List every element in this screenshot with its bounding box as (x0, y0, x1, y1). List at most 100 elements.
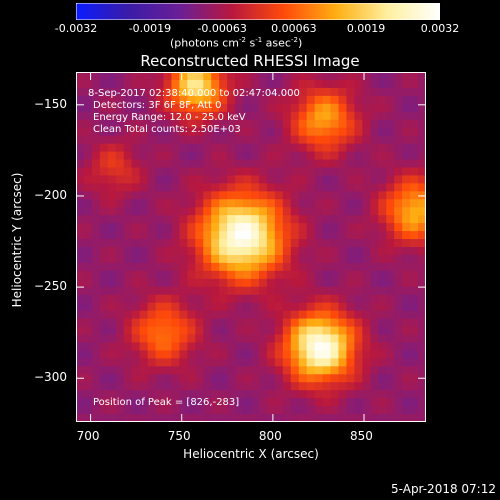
heatmap-cell (147, 175, 156, 184)
heatmap-cell (346, 286, 355, 296)
heatmap-cell (91, 382, 101, 391)
heatmap-cell (386, 358, 395, 367)
heatmap-cell (227, 326, 236, 335)
heatmap-cell (362, 334, 371, 343)
heatmap-cell (107, 366, 117, 375)
heatmap-cell (171, 254, 180, 264)
heatmap-cell (314, 286, 323, 296)
heatmap-cell (203, 159, 212, 168)
heatmap-cell (195, 207, 204, 216)
heatmap-cell (163, 406, 172, 415)
heatmap-cell (155, 366, 164, 375)
heatmap-cell (227, 127, 236, 137)
heatmap-cell (282, 318, 292, 327)
heatmap-cell (155, 334, 164, 343)
heatmap-cell (76, 254, 85, 264)
heatmap-cell (235, 111, 244, 121)
heatmap-cell (163, 87, 172, 97)
heatmap-cell (330, 294, 339, 304)
heatmap-cell (266, 175, 276, 184)
heatmap-cell (330, 310, 339, 319)
heatmap-cell (354, 183, 363, 192)
heatmap-cell (410, 342, 419, 351)
heatmap-cell (107, 247, 117, 256)
heatmap-cell (298, 231, 308, 240)
heatmap-cell (402, 382, 411, 391)
heatmap-cell (99, 247, 109, 256)
heatmap-cell (258, 390, 268, 399)
heatmap-cell (394, 326, 403, 335)
heatmap-cell (163, 270, 172, 280)
heatmap-cell (155, 135, 164, 144)
heatmap-cell (266, 103, 276, 113)
heatmap-cell (235, 374, 244, 383)
heatmap-cell (418, 254, 426, 264)
heatmap-cell (91, 79, 101, 89)
heatmap-cell (235, 207, 244, 216)
heatmap-cell (163, 103, 172, 113)
heatmap-cell (76, 398, 85, 407)
heatmap-cell (354, 310, 363, 319)
heatmap-cell (418, 318, 426, 327)
heatmap-cell (378, 119, 387, 129)
heatmap-cell (211, 135, 220, 144)
heatmap-cell (251, 207, 260, 216)
heatmap-cell (187, 151, 196, 160)
heatmap-cell (266, 278, 276, 288)
heatmap-cell (123, 127, 133, 137)
heatmap-cell (314, 254, 323, 264)
heatmap-cell (298, 183, 308, 192)
heatmap-cell (76, 143, 85, 152)
heatmap-cell (155, 72, 164, 81)
heatmap-cell (274, 151, 284, 160)
heatmap-cell (123, 358, 133, 367)
heatmap-cell (99, 103, 109, 113)
heatmap-cell (235, 334, 244, 343)
heatmap-cell (306, 79, 316, 89)
heatmap-cell (163, 183, 172, 192)
heatmap-cell (402, 342, 411, 351)
heatmap-cell (322, 366, 331, 375)
heatmap-cell (243, 183, 252, 192)
heatmap-cell (418, 278, 426, 288)
heatmap-cell (99, 342, 109, 351)
heatmap-cell (179, 103, 188, 113)
heatmap-cell (227, 374, 236, 383)
heatmap-cell (258, 262, 268, 272)
heatmap-cell (76, 318, 85, 327)
heatmap-cell (290, 127, 300, 137)
heatmap-cell (179, 374, 188, 383)
heatmap-cell (227, 215, 236, 224)
heatmap-cell (131, 334, 141, 343)
heatmap-cell (282, 127, 292, 137)
heatmap-cell (354, 326, 363, 335)
heatmap-cell (187, 111, 196, 121)
heatmap-cell (195, 310, 204, 319)
heatmap-cell (115, 79, 125, 89)
heatmap-cell (83, 294, 93, 304)
heatmap-cell (378, 286, 387, 296)
heatmap-cell (91, 358, 101, 367)
heatmap-cell (410, 350, 419, 359)
heatmap-cell (91, 183, 101, 192)
heatmap-cell (235, 183, 244, 192)
heatmap-cell (155, 302, 164, 312)
heatmap-cell (258, 135, 268, 144)
heatmap-cell (115, 103, 125, 113)
heatmap-cell (211, 191, 220, 200)
heatmap-cell (76, 382, 85, 391)
heatmap-cell (274, 310, 284, 319)
heatmap-cell (418, 223, 426, 232)
heatmap-cell (402, 111, 411, 121)
heatmap-cell (370, 135, 379, 144)
heatmap-cell (274, 239, 284, 248)
heatmap-cell (338, 326, 347, 335)
heatmap-cell (187, 366, 196, 375)
heatmap-cell (274, 302, 284, 312)
heatmap-cell (251, 254, 260, 264)
heatmap-cell (219, 414, 228, 422)
heatmap-cell (258, 302, 268, 312)
colorbar-tick-label: -0.0019 (128, 22, 172, 35)
heatmap-cell (282, 135, 292, 144)
heatmap-cell (362, 278, 371, 288)
